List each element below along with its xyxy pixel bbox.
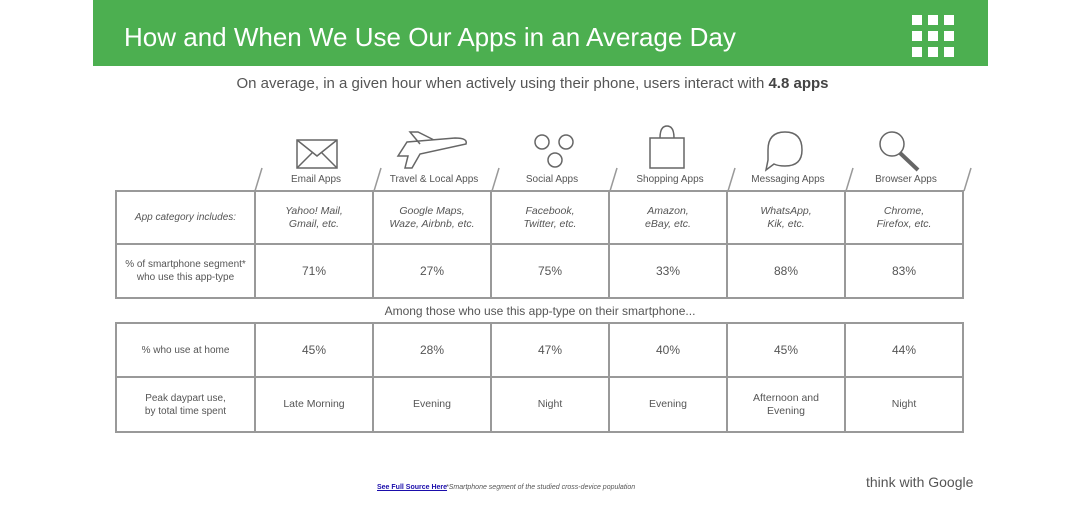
header-band <box>93 0 988 66</box>
column-label: Social Apps <box>525 174 579 185</box>
row: % who use at home 45% 28% 47% 40% 45% 44% <box>115 322 964 378</box>
icons <box>296 125 920 172</box>
cell: Night <box>490 376 610 433</box>
cell: 40% <box>608 322 728 378</box>
cell: 47% <box>490 322 610 378</box>
cell: Chrome, Firefox, etc. <box>844 190 964 245</box>
row-label: App category includes: <box>115 190 256 245</box>
row: % of smartphone segment* who use this ap… <box>115 243 964 299</box>
cell: 88% <box>726 243 846 299</box>
note: Among those who use this app-type on the… <box>384 304 696 318</box>
cell: 28% <box>372 322 492 378</box>
cell: Evening <box>372 376 492 433</box>
cell: 75% <box>490 243 610 299</box>
cell: 33% <box>608 243 728 299</box>
subtitle-emphasis: 4.8 apps <box>768 75 829 92</box>
row: App category includes: Yahoo! Mail, Gmail… <box>115 190 964 245</box>
column-label: Email Apps <box>290 174 342 185</box>
cell: Google Maps, Waze, Airbnb, etc. <box>372 190 492 245</box>
cell: 83% <box>844 243 964 299</box>
column-label: Browser Apps <box>875 174 937 185</box>
row: Peak daypart use, by total time spent Lat… <box>115 376 964 433</box>
cell: 71% <box>254 243 374 299</box>
row-label: Peak daypart use, by total time spent <box>115 376 256 433</box>
cell: Facebook, Twitter, etc. <box>490 190 610 245</box>
table-1: App category includes: Yahoo! Mail, Gmail… <box>115 190 964 299</box>
row-label: % of smartphone segment* who use this ap… <box>115 243 256 299</box>
cell: 45% <box>726 322 846 378</box>
column-label: Travel & Local Apps <box>389 174 479 185</box>
subtitle: On average, in a given hour when activel… <box>0 75 1065 92</box>
footnote: *Smartphone segment of the studied cross… <box>446 484 636 491</box>
brand: think with Google <box>866 474 974 490</box>
cell: Yahoo! Mail, Gmail, etc. <box>254 190 374 245</box>
header-dividers <box>254 167 972 192</box>
cell: Night <box>844 376 964 433</box>
table-2: % who use at home 45% 28% 47% 40% 45% 44% Peak … <box>115 322 964 433</box>
grid-icon <box>912 15 954 57</box>
cell: 44% <box>844 322 964 378</box>
cell: WhatsApp, Kik, etc. <box>726 190 846 245</box>
cell: Late Morning <box>254 376 374 433</box>
cell: Afternoon and Evening <box>726 376 846 433</box>
row-label: % who use at home <box>115 322 256 378</box>
source-link[interactable]: See Full Source Here <box>377 484 448 491</box>
cell: 27% <box>372 243 492 299</box>
column-label: Messaging Apps <box>751 174 825 185</box>
title: How and When We Use Our Apps in an Avera… <box>124 22 736 52</box>
cell: 45% <box>254 322 374 378</box>
cell: Evening <box>608 376 728 433</box>
subtitle-text: On average, in a given hour when activel… <box>236 75 765 92</box>
cell: Amazon, eBay, etc. <box>608 190 728 245</box>
column-label: Shopping Apps <box>636 174 704 185</box>
